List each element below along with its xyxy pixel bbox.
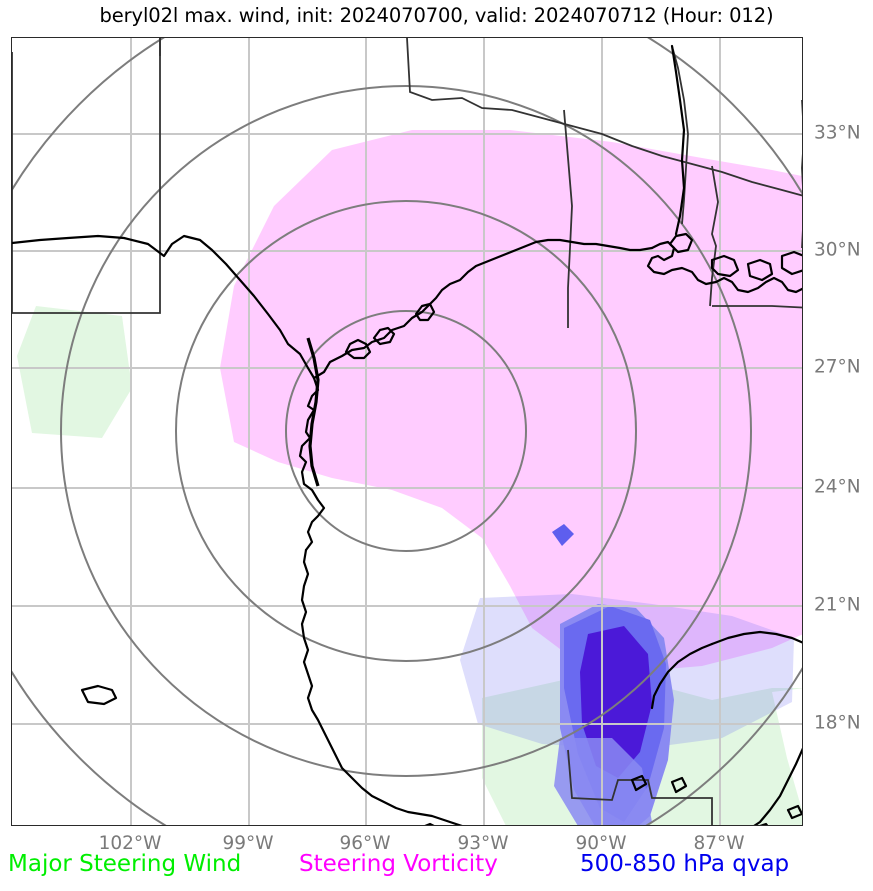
page-title: beryl02l max. wind, init: 2024070700, va… <box>99 4 774 27</box>
lon-tick-96w: 96°W <box>339 833 391 854</box>
lon-tick-93w: 93°W <box>457 833 509 854</box>
storm-center-marker <box>306 337 320 487</box>
lat-tick-30n: 30°N <box>814 239 861 261</box>
lon-tick-87w: 87°W <box>693 833 745 854</box>
legend-steering-vorticity: Steering Vorticity <box>299 851 498 877</box>
political-borders <box>12 38 802 825</box>
lat-tick-24n: 24°N <box>814 476 861 498</box>
map-axes[interactable] <box>11 37 803 826</box>
lon-tick-99w: 99°W <box>222 833 274 854</box>
coastlines <box>12 44 802 825</box>
range-ring-2 <box>175 200 637 662</box>
qvap-field <box>460 524 794 825</box>
map-canvas[interactable] <box>12 38 803 826</box>
gridlines <box>12 38 802 825</box>
range-ring-1 <box>285 310 527 552</box>
range-rings <box>12 38 802 825</box>
lat-tick-21n: 21°N <box>814 594 861 616</box>
lat-tick-33n: 33°N <box>814 122 861 144</box>
lat-tick-27n: 27°N <box>814 356 861 378</box>
range-ring-3 <box>60 85 752 777</box>
lon-tick-90w: 90°W <box>575 833 627 854</box>
lat-tick-18n: 18°N <box>814 712 861 734</box>
legend-major-steering-wind: Major Steering Wind <box>8 851 242 877</box>
legend-qvap: 500-850 hPa qvap <box>580 851 790 877</box>
lon-tick-102w: 102°W <box>98 833 162 854</box>
